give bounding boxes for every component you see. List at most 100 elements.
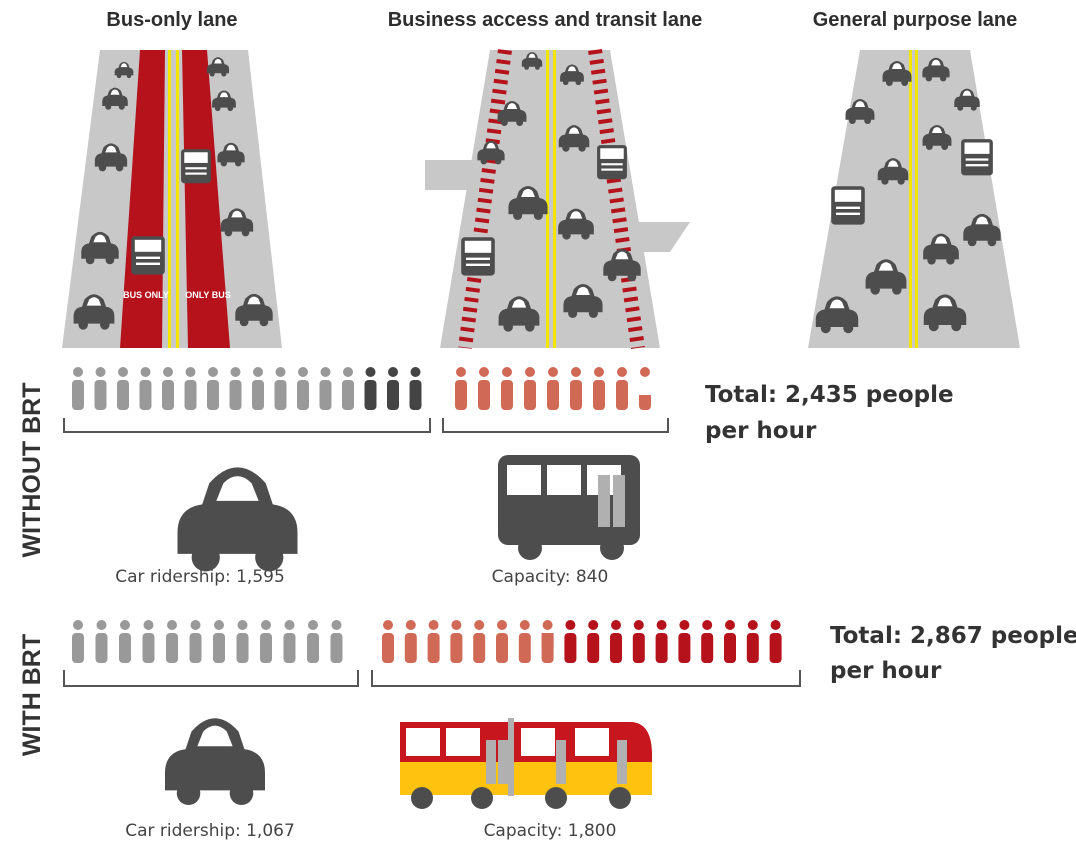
person-body bbox=[72, 633, 84, 663]
person-body bbox=[260, 633, 272, 663]
bus bbox=[961, 139, 993, 175]
person-body bbox=[405, 633, 417, 663]
person-head bbox=[594, 367, 604, 377]
person-body bbox=[633, 633, 645, 663]
person-body bbox=[450, 633, 462, 663]
person-body bbox=[207, 380, 219, 410]
person-body bbox=[610, 633, 622, 663]
person-body bbox=[213, 633, 225, 663]
person-body bbox=[387, 380, 399, 410]
person-head bbox=[657, 620, 667, 630]
bus bbox=[597, 145, 627, 179]
person-head bbox=[679, 620, 689, 630]
person-head bbox=[588, 620, 598, 630]
center-line bbox=[909, 50, 912, 348]
bus-icon bbox=[498, 455, 640, 560]
person-head bbox=[214, 620, 224, 630]
person-body bbox=[237, 633, 249, 663]
bus bbox=[181, 149, 211, 183]
person-body bbox=[593, 380, 605, 410]
person-body bbox=[119, 633, 131, 663]
person-body bbox=[473, 633, 485, 663]
person-body bbox=[382, 633, 394, 663]
person-body bbox=[331, 633, 343, 663]
person-head bbox=[332, 620, 342, 630]
person-head bbox=[298, 367, 308, 377]
person-body bbox=[747, 633, 759, 663]
person-head bbox=[388, 367, 398, 377]
person-head bbox=[548, 367, 558, 377]
car-icon bbox=[165, 718, 265, 805]
person-head bbox=[565, 620, 575, 630]
person-head bbox=[543, 620, 553, 630]
total: Total: 2,435 people bbox=[705, 382, 954, 408]
person-body bbox=[524, 380, 536, 410]
person-head bbox=[238, 620, 248, 630]
person-body bbox=[455, 380, 467, 410]
scenario-label: WITHOUT BRT bbox=[18, 383, 46, 558]
person-head bbox=[141, 367, 151, 377]
person-body bbox=[252, 380, 264, 410]
person-body bbox=[564, 633, 576, 663]
bracket bbox=[443, 418, 668, 432]
person-head bbox=[474, 620, 484, 630]
person-head bbox=[186, 367, 196, 377]
person-head bbox=[276, 367, 286, 377]
person-head bbox=[725, 620, 735, 630]
person-head bbox=[96, 367, 106, 377]
person-body bbox=[410, 380, 422, 410]
total: Total: 2,867 people bbox=[830, 623, 1076, 649]
person-body bbox=[501, 380, 513, 410]
brt-icon bbox=[400, 718, 652, 809]
person-body bbox=[478, 380, 490, 410]
person-head bbox=[231, 367, 241, 377]
person-body bbox=[284, 633, 296, 663]
caption: Capacity: 840 bbox=[492, 567, 609, 587]
person-body bbox=[117, 380, 129, 410]
person-head bbox=[525, 367, 535, 377]
lane-title: General purpose lane bbox=[813, 9, 1018, 31]
person-head bbox=[321, 367, 331, 377]
person-head bbox=[308, 620, 318, 630]
person-head bbox=[383, 620, 393, 630]
person-head bbox=[97, 620, 107, 630]
person-head bbox=[520, 620, 530, 630]
person-body bbox=[140, 380, 152, 410]
total: per hour bbox=[830, 658, 942, 684]
person-body bbox=[275, 380, 287, 410]
center-line bbox=[915, 50, 918, 348]
person-head bbox=[617, 367, 627, 377]
person-head bbox=[261, 620, 271, 630]
person-head bbox=[366, 367, 376, 377]
lane-marking: ONLY BUS bbox=[185, 290, 231, 300]
person-body bbox=[95, 380, 107, 410]
bus bbox=[831, 186, 865, 224]
person-body bbox=[297, 380, 309, 410]
person-split bbox=[542, 633, 554, 647]
bracket bbox=[64, 670, 358, 686]
person-head bbox=[634, 620, 644, 630]
person-head bbox=[343, 367, 353, 377]
person-body bbox=[587, 633, 599, 663]
person-head bbox=[702, 620, 712, 630]
person-head bbox=[451, 620, 461, 630]
person-head bbox=[640, 367, 650, 377]
person-head bbox=[120, 620, 130, 630]
person-body bbox=[770, 633, 782, 663]
person-body bbox=[72, 380, 84, 410]
person-body bbox=[162, 380, 174, 410]
center-line bbox=[168, 50, 171, 348]
person-head bbox=[429, 620, 439, 630]
person-head bbox=[118, 367, 128, 377]
bus bbox=[131, 236, 165, 274]
center-line bbox=[546, 50, 549, 348]
person-body bbox=[230, 380, 242, 410]
person-head bbox=[73, 620, 83, 630]
scenario-label: WITH BRT bbox=[18, 634, 46, 756]
center-line bbox=[553, 50, 556, 348]
person-head bbox=[144, 620, 154, 630]
person-body bbox=[365, 380, 377, 410]
caption: Car ridership: 1,067 bbox=[125, 821, 295, 841]
person-body bbox=[678, 633, 690, 663]
person-body bbox=[143, 633, 155, 663]
